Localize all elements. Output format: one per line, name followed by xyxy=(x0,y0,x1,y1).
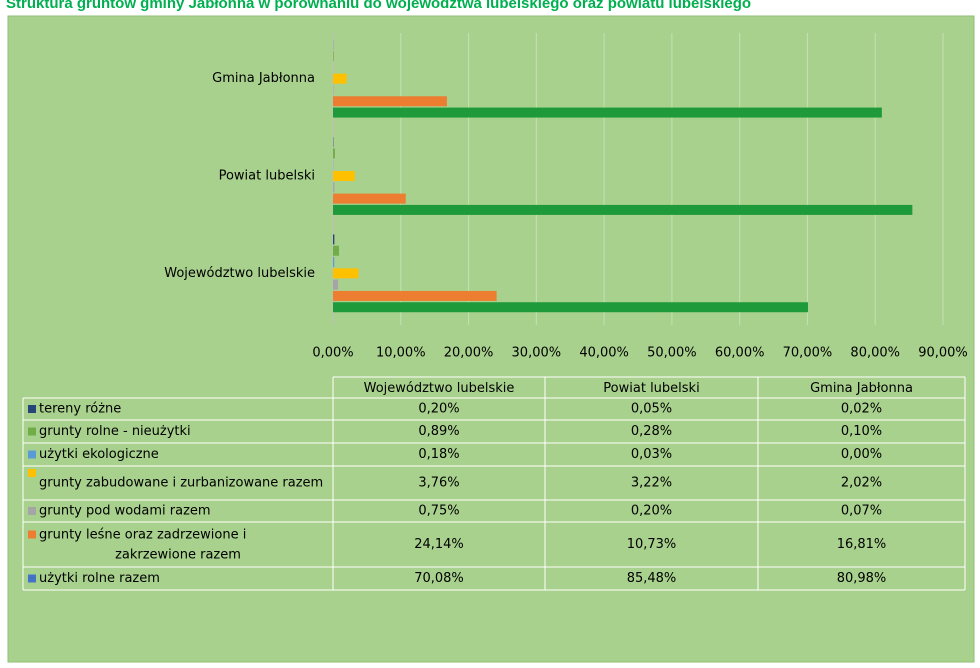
bar xyxy=(333,234,335,245)
table-value: 0,20% xyxy=(631,504,672,519)
legend-label: grunty leśne oraz zadrzewione i zakrzewio… xyxy=(39,527,246,562)
table-header: Województwo lubelskie xyxy=(364,381,515,396)
table-value: 0,00% xyxy=(841,447,882,462)
table-value: 0,89% xyxy=(418,424,459,439)
bar xyxy=(333,182,335,193)
table-value: 0,75% xyxy=(418,504,459,519)
table-value: 2,02% xyxy=(841,476,882,491)
bar xyxy=(333,96,447,107)
category-label: Powiat lubelski xyxy=(219,169,315,184)
bar xyxy=(333,51,334,62)
x-tick-label: 40,00% xyxy=(579,346,629,361)
legend-label: grunty rolne - nieużytki xyxy=(39,424,191,439)
bar xyxy=(333,257,335,268)
legend-key xyxy=(28,405,36,413)
table-value: 80,98% xyxy=(837,571,887,586)
legend-key xyxy=(28,507,36,515)
bar xyxy=(333,73,347,84)
bar xyxy=(333,148,335,159)
legend-label: użytki ekologiczne xyxy=(39,447,159,462)
legend-key xyxy=(28,574,36,583)
table-value: 0,20% xyxy=(418,402,459,417)
category-label: Gmina Jabłonna xyxy=(212,71,315,86)
x-tick-label: 50,00% xyxy=(647,346,697,361)
table-value: 0,07% xyxy=(841,504,882,519)
table-value: 0,03% xyxy=(631,447,672,462)
x-tick-label: 0,00% xyxy=(312,346,353,361)
table-header: Gmina Jabłonna xyxy=(810,381,913,396)
bar xyxy=(333,245,340,256)
legend-key xyxy=(28,427,36,436)
x-tick-label: 60,00% xyxy=(715,346,765,361)
bar xyxy=(333,279,339,290)
table-value: 3,22% xyxy=(631,476,672,491)
category-label: Województwo lubelskie xyxy=(164,266,315,281)
table-value: 0,28% xyxy=(631,424,672,439)
legend-label: grunty zabudowane i zurbanizowane razem xyxy=(39,476,323,491)
legend-key xyxy=(28,469,36,477)
table-value: 0,10% xyxy=(841,424,882,439)
table-value: 85,48% xyxy=(627,571,677,586)
table-value: 10,73% xyxy=(627,537,677,552)
table-header: Powiat lubelski xyxy=(603,381,699,396)
table-value: 0,02% xyxy=(841,402,882,417)
legend-label-line: zakrzewione razem xyxy=(115,547,241,562)
x-tick-label: 70,00% xyxy=(783,346,833,361)
legend-label: grunty pod wodami razem xyxy=(39,504,211,519)
legend-key xyxy=(28,530,36,539)
x-tick-label: 10,00% xyxy=(376,346,426,361)
legend-label: tereny różne xyxy=(39,402,121,417)
bar xyxy=(333,268,359,279)
table-value: 0,05% xyxy=(631,402,672,417)
legend-key xyxy=(28,450,36,459)
table-value: 3,76% xyxy=(418,476,459,491)
bar xyxy=(333,107,882,118)
bar xyxy=(333,302,808,313)
chart-title: Struktura gruntów gminy Jabłonna w porów… xyxy=(6,0,751,12)
x-tick-label: 90,00% xyxy=(918,346,968,361)
x-tick-label: 80,00% xyxy=(850,346,900,361)
table-value: 16,81% xyxy=(837,537,887,552)
x-tick-label: 30,00% xyxy=(512,346,562,361)
bar xyxy=(333,193,406,204)
x-tick-label: 20,00% xyxy=(444,346,494,361)
table-value: 24,14% xyxy=(414,537,464,552)
legend-label-line: grunty leśne oraz zadrzewione i xyxy=(39,527,246,542)
bar xyxy=(333,171,355,181)
table-value: 0,18% xyxy=(418,447,459,462)
chart-background xyxy=(7,15,975,663)
legend-label: użytki rolne razem xyxy=(39,571,160,586)
table-value: 70,08% xyxy=(414,571,464,586)
bar xyxy=(333,204,913,215)
bar xyxy=(333,290,497,301)
